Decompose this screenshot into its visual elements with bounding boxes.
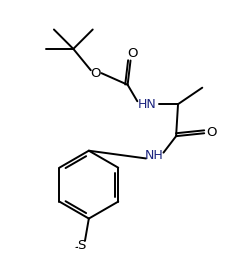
Text: O: O (207, 126, 217, 139)
Text: HN: HN (138, 98, 156, 111)
Text: O: O (127, 47, 138, 60)
Text: S: S (77, 239, 85, 252)
Text: O: O (90, 67, 101, 80)
Text: NH: NH (144, 149, 163, 162)
